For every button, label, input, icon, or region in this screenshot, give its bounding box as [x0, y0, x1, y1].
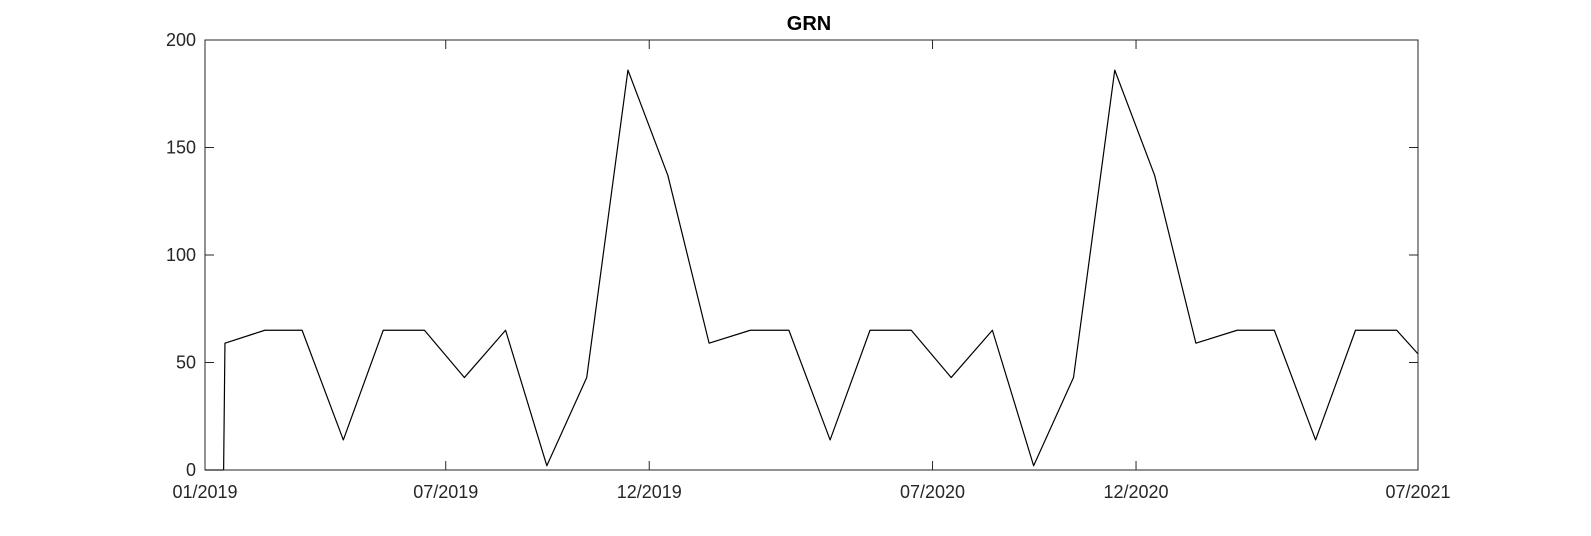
x-tick-label: 12/2019 [617, 482, 682, 502]
x-tick-label: 07/2019 [413, 482, 478, 502]
y-tick-label: 150 [166, 138, 196, 158]
y-tick-label: 0 [186, 460, 196, 480]
y-tick-label: 200 [166, 30, 196, 50]
axes-box [204, 39, 1419, 471]
series-line [205, 69, 1419, 471]
chart-title: GRN [787, 13, 831, 35]
x-tick-label: 01/2019 [172, 482, 237, 502]
y-tick-label: 50 [176, 353, 196, 373]
y-tick-label: 100 [166, 245, 196, 265]
x-tick-label: 07/2021 [1385, 482, 1450, 502]
x-axis: 01/2019 07/2019 12/2019 07/2020 12/2020 07/20… [172, 40, 1451, 502]
x-tick-label: 07/2020 [900, 482, 965, 502]
x-tick-label: 12/2020 [1103, 482, 1168, 502]
